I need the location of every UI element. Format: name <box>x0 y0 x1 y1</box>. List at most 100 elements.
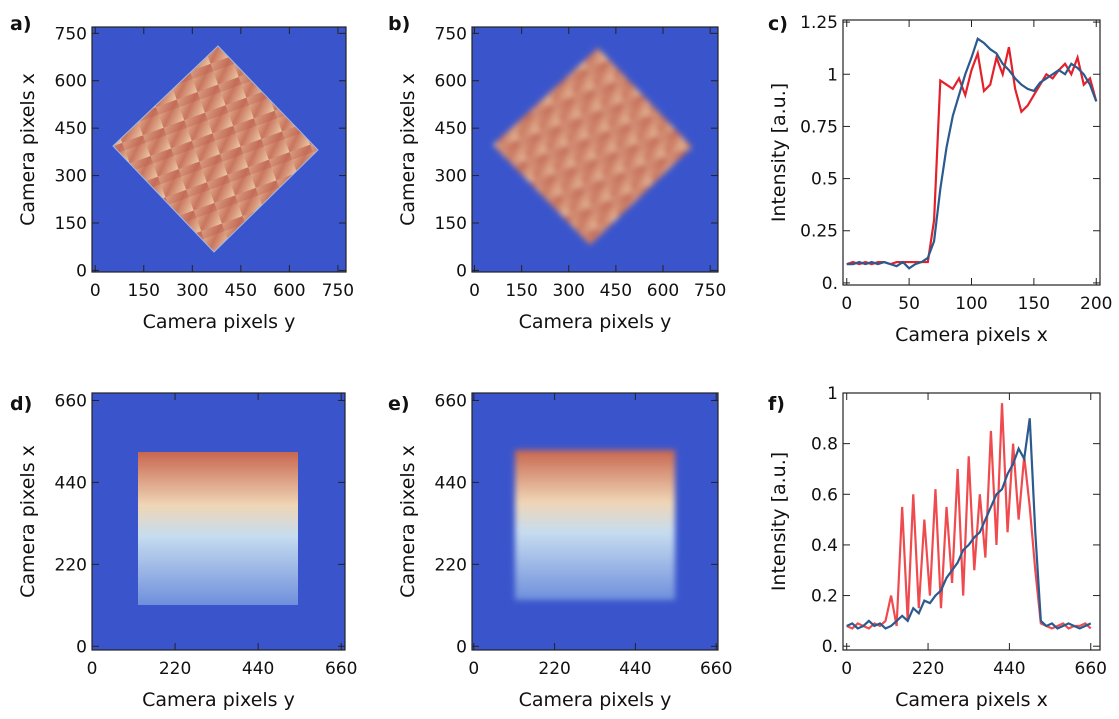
x-axis-label: Camera pixels x <box>895 324 1048 346</box>
image-shape <box>493 48 692 245</box>
x-tick-label: 450 <box>225 281 257 301</box>
y-tick-label: 150 <box>435 214 467 234</box>
y-tick-label: 440 <box>435 473 467 493</box>
y-tick-label: 220 <box>55 555 87 575</box>
x-tick-label: 600 <box>273 281 305 301</box>
line-series <box>846 403 1092 630</box>
y-tick-label: 600 <box>435 72 467 92</box>
x-tick-label: 440 <box>619 659 651 679</box>
image-shape <box>515 450 675 600</box>
y-tick-label: 0.8 <box>811 435 838 455</box>
line-series <box>846 37 1098 270</box>
y-tick-label: 600 <box>55 72 87 92</box>
x-tick-label: 750 <box>694 281 726 301</box>
y-axis-label: Camera pixels x <box>17 73 39 226</box>
x-tick-label: 300 <box>176 281 208 301</box>
y-tick-label: 0.6 <box>811 485 838 505</box>
y-tick-label: 0.5 <box>811 170 838 190</box>
x-axis-label: Camera pixels x <box>895 689 1048 711</box>
x-tick-label: 150 <box>505 281 537 301</box>
y-tick-label: 450 <box>55 119 87 139</box>
y-tick-label: 0. <box>822 637 838 657</box>
line-series <box>846 46 1098 266</box>
y-tick-label: 0 <box>76 637 87 657</box>
image <box>472 393 718 650</box>
plot-frame <box>91 26 347 273</box>
y-tick-label: 220 <box>435 555 467 575</box>
x-axis-label: Camera pixels y <box>142 689 295 711</box>
y-axis-label: Camera pixels x <box>397 445 419 598</box>
panel: e) 0 220 440 660 0 220 440 660 Camera pixels y Cam… <box>388 391 732 711</box>
panel-label: e) <box>388 393 410 415</box>
x-tick-label: 440 <box>242 659 274 679</box>
y-tick-label: 0 <box>456 637 467 657</box>
x-tick-label: 150 <box>128 281 160 301</box>
image <box>92 393 345 650</box>
y-tick-label: 300 <box>435 167 467 187</box>
y-tick-label: 1 <box>827 384 838 404</box>
x-tick-label: 0 <box>469 281 480 301</box>
x-tick-label: 50 <box>898 294 920 314</box>
panel: b) 0 150 300 450 600 750 0 150 300 450 600 750 Camera… <box>388 13 726 333</box>
x-axis-label: Camera pixels y <box>143 311 296 333</box>
y-tick-label: 660 <box>55 391 87 411</box>
y-axis-label: Camera pixels x <box>17 445 39 598</box>
x-axis-label: Camera pixels y <box>519 689 672 711</box>
plot-frame <box>471 392 719 651</box>
y-tick-label: 150 <box>55 214 87 234</box>
y-tick-label: 1.25 <box>800 13 838 33</box>
y-tick-label: 0.2 <box>811 587 838 607</box>
x-tick-label: 100 <box>955 294 987 314</box>
x-tick-label: 450 <box>600 281 632 301</box>
x-tick-label: 440 <box>993 659 1025 679</box>
y-tick-label: 750 <box>435 24 467 44</box>
panel-label: c) <box>768 13 788 35</box>
y-axis-label: Camera pixels x <box>397 73 419 226</box>
plot-frame <box>91 392 346 651</box>
image <box>472 27 718 272</box>
plot-frame <box>471 26 719 273</box>
y-tick-label: 1 <box>827 65 838 85</box>
x-tick-label: 0 <box>90 281 101 301</box>
y-tick-label: 0.75 <box>800 117 838 137</box>
x-tick-label: 0 <box>468 659 479 679</box>
plot-frame <box>842 392 1101 651</box>
y-tick-label: 0 <box>456 261 467 281</box>
y-tick-label: 660 <box>435 391 467 411</box>
x-tick-label: 0 <box>87 659 98 679</box>
x-tick-label: 0 <box>841 659 852 679</box>
y-tick-label: 750 <box>55 24 87 44</box>
panel-label: d) <box>10 393 32 415</box>
y-tick-label: 0. <box>822 274 838 294</box>
panel: a) 0 150 300 450 600 750 0 150 300 450 600 750 Camera… <box>10 13 354 333</box>
x-tick-label: 660 <box>1075 659 1107 679</box>
image-shape <box>112 45 319 253</box>
image-shape <box>138 452 298 605</box>
panel: d) 0 220 440 660 0 220 440 660 Camera pixels y Cam… <box>10 391 357 711</box>
panel-label: f) <box>768 393 785 415</box>
line-series <box>846 418 1092 630</box>
y-axis-label: Intensity [a.u.] <box>768 83 790 222</box>
x-tick-label: 600 <box>647 281 679 301</box>
y-axis-label: Intensity [a.u.] <box>768 452 790 591</box>
x-tick-label: 200 <box>1080 294 1112 314</box>
x-tick-label: 220 <box>912 659 944 679</box>
y-tick-label: 0.25 <box>800 222 838 242</box>
panel-label: a) <box>10 13 32 35</box>
panel: c) 0 50 100 150 200 0. 0.25 0.5 0.75 1 1.25 Camera p… <box>768 13 1112 346</box>
y-tick-label: 450 <box>435 119 467 139</box>
x-tick-label: 750 <box>322 281 354 301</box>
panel-label: b) <box>388 13 410 35</box>
y-tick-label: 440 <box>55 473 87 493</box>
y-tick-label: 0 <box>76 261 87 281</box>
x-tick-label: 150 <box>1018 294 1050 314</box>
x-tick-label: 300 <box>553 281 585 301</box>
x-tick-label: 220 <box>538 659 570 679</box>
y-tick-label: 0.4 <box>811 536 838 556</box>
image <box>92 27 346 272</box>
x-axis-label: Camera pixels y <box>519 311 672 333</box>
y-tick-label: 300 <box>55 167 87 187</box>
x-tick-label: 220 <box>159 659 191 679</box>
x-tick-label: 660 <box>700 659 732 679</box>
